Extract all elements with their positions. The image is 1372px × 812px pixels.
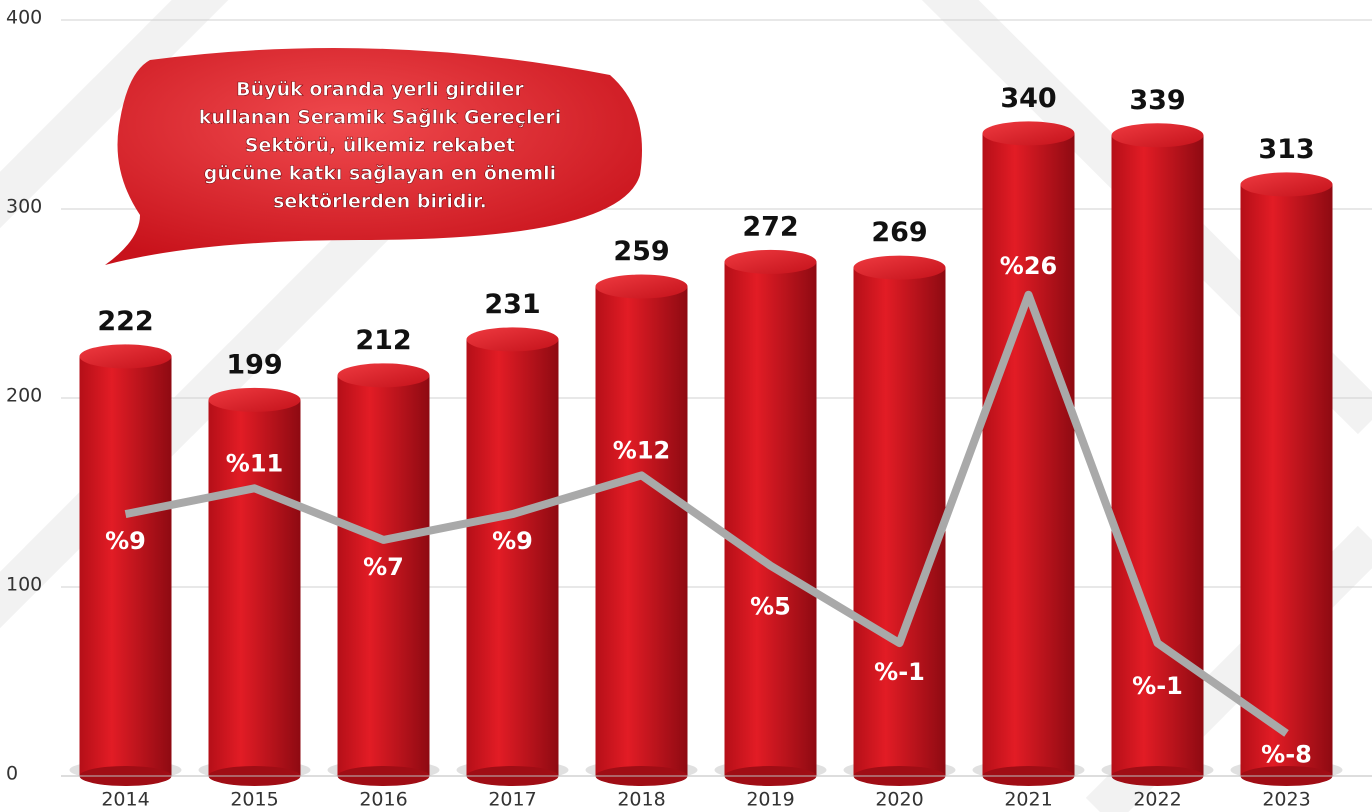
value-label: %12 [613,436,670,464]
y-tick-label: 300 [6,196,42,218]
bar [1241,184,1333,776]
value-label: 340 [1000,83,1056,114]
x-tick-label: 2020 [875,789,923,811]
x-tick-label: 2023 [1262,789,1310,811]
x-tick-label: 2015 [230,789,278,811]
bar-top [854,256,946,280]
bar [854,268,946,776]
y-tick-label: 0 [6,763,18,785]
bar-top [725,250,817,274]
value-label: %11 [226,449,283,477]
chart: 0 100 200 300 400 Büyük oranda yerli girdile… [0,0,1372,812]
annotation-line: kullanan Seramik Sağlık Gereçleri [199,107,561,129]
bar [983,133,1075,776]
value-label: %5 [750,593,791,621]
x-tick-label: 2018 [617,789,665,811]
value-label: 272 [742,211,798,242]
x-tick-label: 2017 [488,789,536,811]
x-tick-label: 2016 [359,789,407,811]
x-tick-label: 2021 [1004,789,1052,811]
value-label: %-1 [1132,672,1183,700]
bar-top [596,274,688,298]
bar-top [209,388,301,412]
value-label: %-8 [1261,740,1312,768]
bar [725,262,817,776]
x-tick-label: 2014 [101,789,149,811]
x-tick-label: 2019 [746,789,794,811]
bar-top [1241,172,1333,196]
value-label: 231 [484,289,540,320]
y-tick-label: 400 [6,7,42,29]
value-label: %9 [492,527,533,555]
y-tick-label: 200 [6,385,42,407]
bar-top [983,121,1075,145]
value-label: 259 [613,236,669,267]
y-tick-label: 100 [6,574,42,596]
bar-top [80,344,172,368]
annotation-line: gücüne katkı sağlayan en önemli [204,163,556,185]
value-label: 199 [226,349,282,380]
value-label: %-1 [874,658,925,686]
annotation-line: sektörlerden biridir. [273,191,487,213]
bar [467,339,559,776]
value-label: %9 [105,527,146,555]
bar [596,286,688,776]
annotation-line: Sektörü, ülkemiz rekabet [245,135,515,157]
value-label: 222 [97,306,153,337]
value-label: 339 [1129,85,1185,116]
value-label: %7 [363,553,404,581]
value-label: 313 [1258,134,1314,165]
bar [80,356,172,776]
bar-top [467,327,559,351]
bar-top [338,363,430,387]
value-label: 269 [871,217,927,248]
bar-top [1112,123,1204,147]
value-label: 212 [355,325,411,356]
value-label: %26 [1000,252,1057,280]
x-tick-label: 2022 [1133,789,1181,811]
annotation-line: Büyük oranda yerli girdiler [236,79,524,101]
